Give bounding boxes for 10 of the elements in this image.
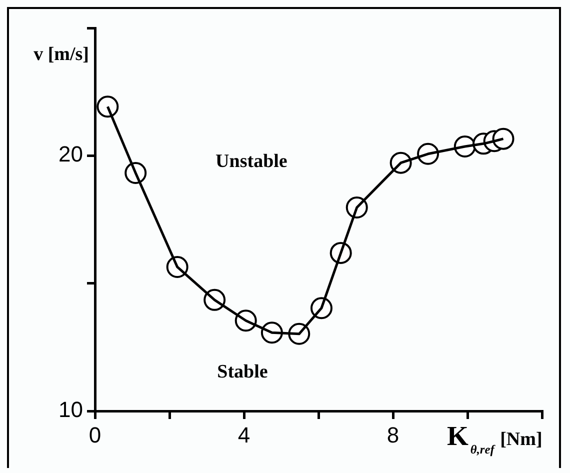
- y-tick-label: 20: [58, 142, 83, 167]
- annotation: Stable: [217, 362, 268, 383]
- y-tick-label: 10: [58, 397, 83, 422]
- annotation: Unstable: [216, 150, 288, 172]
- x-tick-label: 8: [386, 422, 400, 448]
- point: [96, 96, 119, 118]
- y-axis-title: v [m/s]: [34, 44, 89, 65]
- x-tick-label: 4: [238, 422, 250, 448]
- x-tick-label: 0: [88, 422, 102, 448]
- point: [492, 128, 514, 150]
